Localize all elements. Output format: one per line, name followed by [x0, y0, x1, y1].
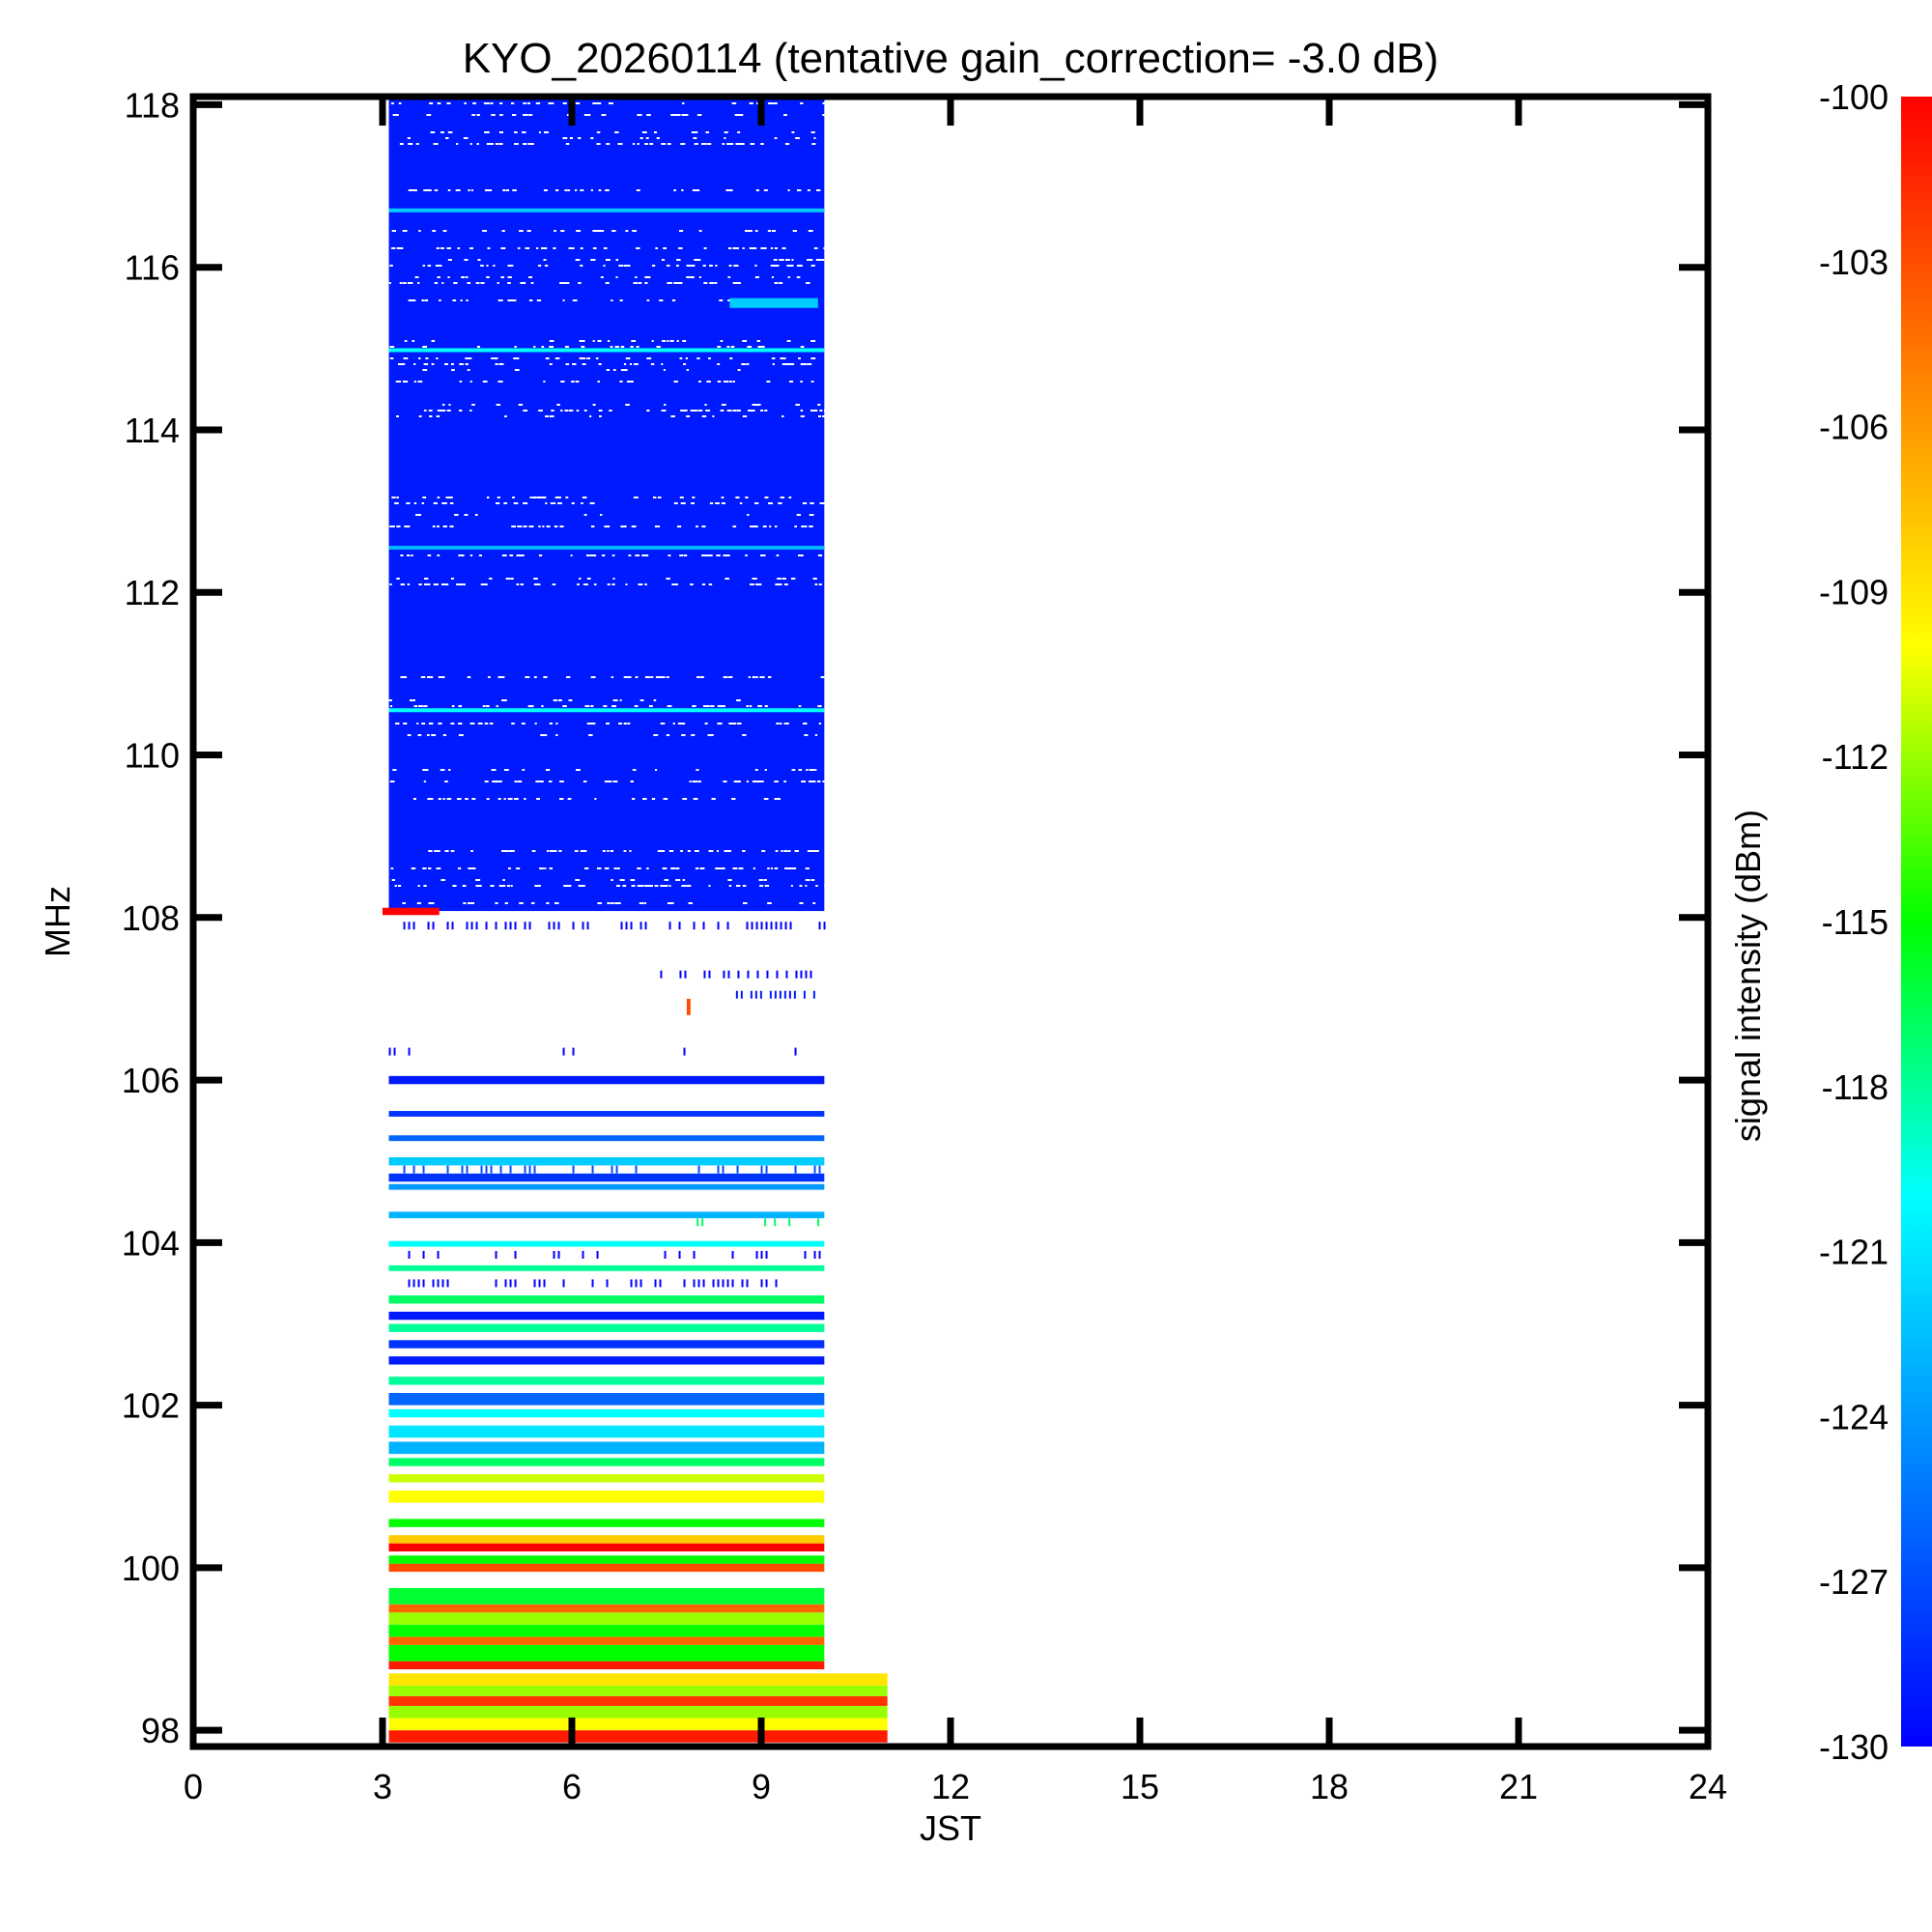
x-axis-label: JST: [920, 1808, 981, 1848]
heatmap-sparse-row: [408, 1279, 778, 1288]
heatmap-band: [388, 1157, 825, 1166]
heatmap-band: [388, 1211, 825, 1219]
y-tick-label: 104: [122, 1223, 180, 1263]
colorbar-tick-label: -109: [1819, 572, 1889, 611]
heatmap-band: [388, 1685, 888, 1696]
heatmap-band: [388, 1644, 825, 1662]
y-tick-label: 102: [122, 1386, 180, 1426]
colorbar-tick-label: -127: [1819, 1562, 1889, 1602]
heatmap-feature: [686, 998, 691, 1015]
heatmap-feature: [383, 907, 440, 916]
y-tick-label: 108: [122, 898, 180, 938]
colorbar-label: signal intensity (dBm): [1728, 810, 1768, 1142]
y-tick-label: 106: [122, 1061, 180, 1100]
heatmap-band: [388, 1695, 888, 1706]
y-axis: 98 100 102 104 106 108 110 112 114 116 118: [122, 85, 1708, 1750]
heatmap-line: [388, 545, 825, 550]
heatmap-band: [388, 1441, 825, 1455]
heatmap-band: [388, 1563, 825, 1573]
heatmap-band: [388, 1075, 825, 1085]
colorbar-ticks: -100 -103 -106 -109 -112 -115 -118 -121 -124 -127…: [1819, 77, 1889, 1767]
x-tick-label: 0: [184, 1767, 203, 1806]
heatmap-speckle: [388, 102, 828, 904]
colorbar-tick-label: -130: [1819, 1727, 1889, 1767]
heatmap-band: [388, 1612, 825, 1625]
heatmap-layer: [383, 97, 888, 1743]
y-tick-label: 116: [125, 248, 180, 288]
heatmap-band: [388, 1393, 825, 1406]
x-tick-label: 15: [1121, 1767, 1159, 1806]
heatmap-band: [388, 1323, 825, 1332]
colorbar-tick-label: -124: [1819, 1397, 1889, 1436]
chart-title: KYO_20260114 (tentative gain_correction=…: [463, 35, 1439, 82]
heatmap-band: [388, 1311, 825, 1321]
heatmap-band: [388, 1604, 825, 1613]
heatmap-band: [388, 1519, 825, 1527]
heatmap-band: [388, 1490, 825, 1503]
colorbar-tick-label: -100: [1819, 77, 1889, 117]
heatmap-band: [388, 1587, 825, 1605]
heatmap-band: [388, 1730, 888, 1743]
heatmap-sparse-row: [388, 1047, 797, 1056]
heatmap-sparse-row: [403, 1165, 821, 1174]
heatmap-sparse-row: [735, 990, 815, 999]
y-tick-label: 100: [122, 1548, 180, 1588]
heatmap-band: [388, 1718, 888, 1731]
heatmap-band: [388, 1661, 825, 1670]
x-tick-label: 21: [1499, 1767, 1538, 1806]
heatmap-band: [388, 1425, 825, 1438]
heatmap-line: [388, 348, 825, 353]
heatmap-band: [388, 1555, 825, 1564]
y-axis-label: MHz: [38, 886, 77, 957]
heatmap-band: [388, 1135, 825, 1142]
heatmap-band: [388, 1240, 825, 1247]
heatmap-band: [388, 1673, 888, 1686]
heatmap-band: [388, 1535, 825, 1544]
y-tick-label: 112: [125, 573, 180, 612]
x-tick-label: 18: [1310, 1767, 1349, 1806]
heatmap-band: [388, 1183, 825, 1190]
heatmap-band: [388, 1408, 825, 1418]
heatmap-band: [388, 1340, 825, 1349]
heatmap-band: [388, 1295, 825, 1304]
x-tick-label: 12: [931, 1767, 970, 1806]
heatmap-band: [388, 1636, 825, 1645]
heatmap-band: [388, 1543, 825, 1552]
colorbar-tick-label: -106: [1819, 408, 1889, 447]
colorbar-tick-label: -115: [1822, 902, 1889, 942]
heatmap-line: [388, 208, 825, 213]
colorbar-tick-label: -118: [1822, 1067, 1889, 1107]
heatmap-band: [388, 1458, 825, 1466]
x-tick-label: 6: [562, 1767, 582, 1806]
heatmap-band: [388, 1377, 825, 1385]
heatmap-band: [388, 1173, 825, 1182]
colorbar: [1901, 97, 1932, 1747]
colorbar-tick-label: -103: [1819, 242, 1889, 282]
y-tick-label: 110: [125, 736, 180, 776]
heatmap-sparse-row: [403, 922, 826, 930]
colorbar-tick-label: -112: [1822, 737, 1889, 777]
heatmap-band: [388, 1356, 825, 1365]
heatmap-band: [388, 1705, 888, 1719]
heatmap-texture-region: [388, 97, 825, 912]
heatmap-feature: [729, 298, 818, 308]
heatmap-sparse-row: [660, 970, 812, 979]
x-tick-label: 9: [752, 1767, 771, 1806]
heatmap-band: [388, 1474, 825, 1483]
x-tick-label: 24: [1689, 1767, 1727, 1806]
heatmap-sparse-row: [408, 1250, 821, 1259]
heatmap-band: [388, 1111, 825, 1117]
y-tick-label: 114: [125, 411, 180, 450]
heatmap-sparse-row: [696, 1218, 820, 1227]
heatmap-band: [388, 1624, 825, 1637]
heatmap-line: [388, 708, 825, 713]
heatmap-band: [388, 1264, 825, 1271]
y-tick-label: 118: [125, 85, 180, 125]
x-tick-label: 3: [373, 1767, 392, 1806]
colorbar-tick-label: -121: [1819, 1233, 1889, 1272]
y-tick-label: 98: [141, 1711, 180, 1750]
